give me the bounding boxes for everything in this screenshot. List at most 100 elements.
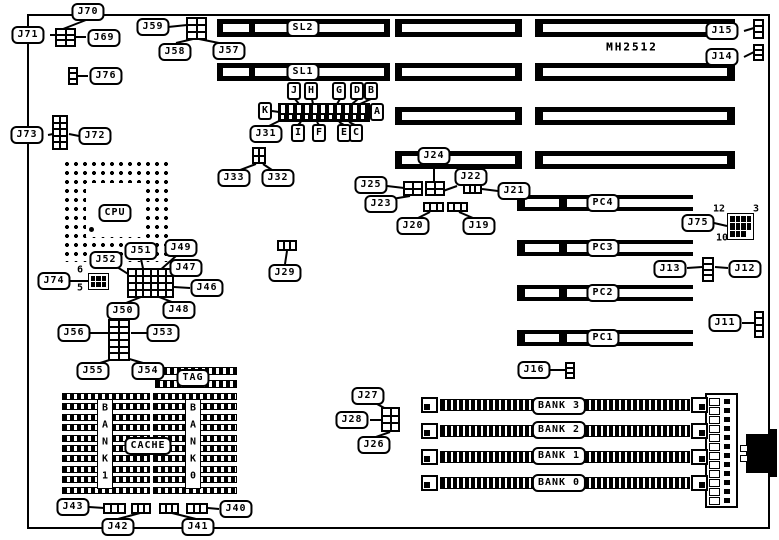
j14-block: [753, 44, 764, 61]
label-j42: J42: [101, 518, 135, 536]
label-simm-bank3: BANK 3: [531, 397, 587, 415]
jumper-pin: [66, 35, 74, 40]
jumper-pin: [741, 230, 746, 237]
leader-line: [271, 110, 280, 113]
slot-bar-isa-r1-right: [535, 19, 735, 37]
slot-stripe: [567, 289, 705, 297]
power-pin-dash: [724, 426, 730, 431]
jumper-pin: [254, 156, 258, 162]
cache-bank1-char: N: [101, 436, 109, 448]
power-pin: [709, 434, 720, 442]
jumper-pin: [194, 505, 200, 512]
slot-stripe: [567, 244, 705, 252]
jumper-pin: [436, 189, 443, 194]
j59-block: [186, 17, 207, 40]
power-pin-dash: [724, 408, 730, 413]
slot-stripe: [402, 112, 515, 120]
j21-block: [463, 184, 482, 194]
label-j33: J33: [217, 169, 251, 187]
label-pc4: PC4: [586, 194, 620, 212]
jumper-pin: [746, 216, 751, 223]
power-pin-dash: [724, 471, 730, 476]
jumper-pin: [449, 204, 454, 210]
power-pin: [709, 470, 720, 478]
label-j56: J56: [57, 324, 91, 342]
j19-block: [447, 202, 468, 212]
jumper-pin: [436, 183, 443, 188]
label-j26: J26: [357, 436, 391, 454]
power-pin-dash: [724, 417, 730, 422]
jumper-pin: [61, 130, 66, 135]
label-j28: J28: [335, 411, 369, 429]
keyboard-connector: [768, 429, 777, 477]
label-j31: J31: [249, 125, 283, 143]
jumper-pin: [755, 33, 762, 37]
jumper-pin: [54, 143, 59, 148]
label-j47: J47: [169, 259, 203, 277]
jumper-pin: [120, 321, 128, 326]
power-pin: [709, 488, 720, 496]
j25-j23-block: [403, 181, 423, 196]
label-j15: J15: [705, 22, 739, 40]
jumper-pin: [755, 51, 762, 54]
jumper-pin: [405, 189, 412, 194]
jumper-pin: [66, 30, 74, 34]
cache-bank1-char: B: [101, 402, 109, 414]
jumper-pin: [735, 216, 740, 223]
jumper-pin: [414, 183, 421, 188]
leader-line: [386, 185, 405, 189]
label-letter-k: K: [257, 102, 273, 120]
jumper-pin: [159, 277, 165, 282]
cache-bank0-char: B: [189, 402, 197, 414]
label-letter-g: G: [331, 82, 347, 100]
jumper-pin: [112, 505, 117, 512]
jumper-pin: [119, 505, 124, 512]
label-letter-d: D: [349, 82, 365, 100]
label-j14: J14: [705, 48, 739, 66]
jumper-pin: [167, 505, 171, 512]
label-j40: J40: [219, 500, 253, 518]
label-j21: J21: [497, 182, 531, 200]
jumper-pin: [151, 277, 157, 282]
jumper-pin: [383, 424, 390, 430]
jumper-pin: [201, 505, 206, 512]
config-jumper-pads: [281, 115, 367, 119]
leader-line: [743, 27, 755, 32]
label-letter-a: A: [369, 103, 385, 121]
label-j52: J52: [89, 251, 123, 269]
jumper-pin: [476, 186, 480, 192]
j29-block: [277, 240, 297, 251]
slot-bar-isa-r3-right: [535, 107, 735, 125]
slot-bar-isa-r2-mid: [395, 63, 522, 81]
slot-bar-isa-r1-mid: [395, 19, 522, 37]
cache-bank0-char: 0: [189, 470, 197, 482]
jumper-pin: [159, 291, 165, 296]
slot-stripe: [525, 244, 559, 252]
power-pin: [709, 443, 720, 451]
power-pin-dash: [724, 489, 730, 494]
cache-bank0-strip: [185, 399, 201, 489]
jumper-pin: [151, 284, 157, 289]
j24-j22-block: [425, 181, 445, 196]
jumper-pin: [105, 505, 110, 512]
label-j71: J71: [11, 26, 45, 44]
power-pin: [709, 461, 720, 469]
chip-model-text: MH2512: [606, 40, 658, 54]
j16-block: [565, 362, 575, 379]
label-j50: J50: [106, 302, 140, 320]
keyboard-connector-notch: [740, 445, 748, 452]
jumper-pin: [110, 321, 118, 326]
cache-bank0-char: K: [189, 453, 197, 465]
jumper-pin: [756, 331, 762, 336]
label-sl1: SL1: [286, 63, 320, 81]
slot-bar-isa-r2-right: [535, 63, 735, 81]
clip-notch: [424, 430, 430, 436]
j70-block: [55, 28, 76, 47]
slot-stripe: [402, 156, 515, 164]
jumper-pin: [291, 242, 295, 249]
jumper-pin: [120, 340, 128, 346]
cpu-socket: [63, 160, 171, 262]
leader-line: [62, 19, 87, 30]
jumper-pin: [735, 230, 740, 237]
leader-line: [207, 507, 220, 510]
